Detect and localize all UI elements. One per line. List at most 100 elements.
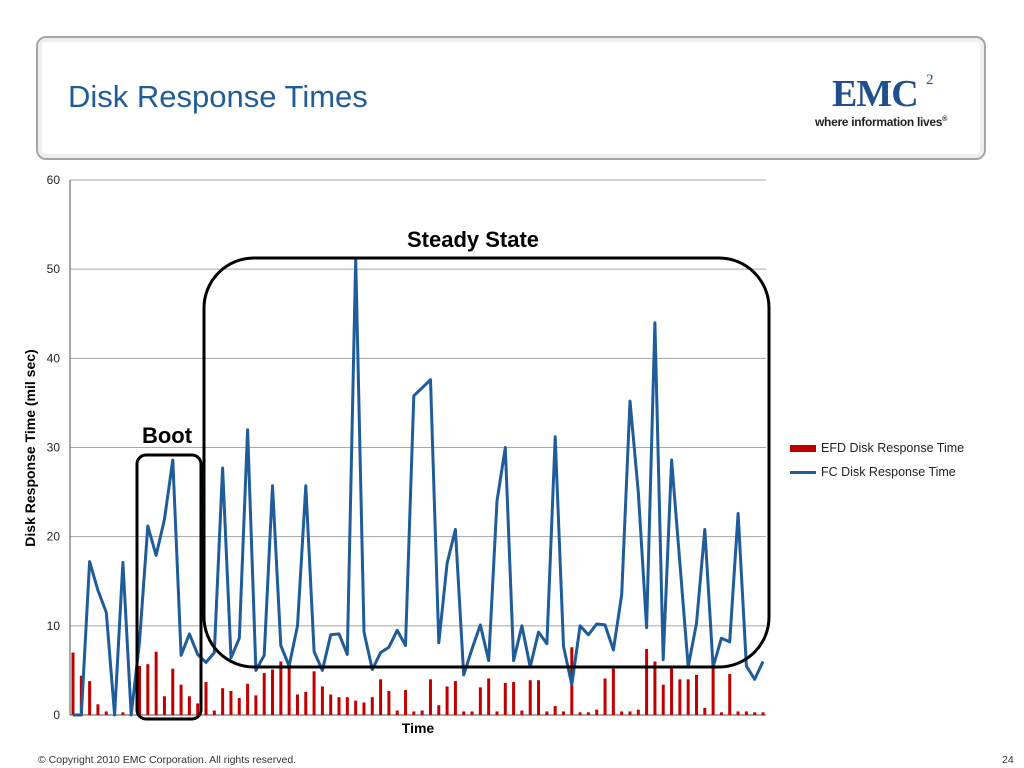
efd-bar [512, 682, 516, 715]
y-tick-label: 60 [47, 173, 61, 187]
page-number: 24 [1002, 754, 1014, 766]
fc-series-line [73, 257, 765, 717]
efd-bar [586, 712, 590, 715]
efd-bar [295, 694, 299, 715]
header-panel [36, 36, 986, 160]
efd-bar [487, 678, 491, 715]
efd-bar [686, 679, 690, 715]
efd-bar [279, 661, 283, 715]
efd-bar [354, 700, 358, 715]
efd-bar [179, 684, 183, 715]
efd-bar [603, 678, 607, 715]
y-tick-label: 40 [47, 351, 61, 365]
efd-bar [545, 711, 549, 715]
efd-bar [719, 712, 723, 715]
efd-bar [387, 690, 391, 715]
efd-bar [379, 679, 383, 715]
efd-bar [636, 709, 640, 715]
efd-bar [753, 712, 757, 715]
efd-bar [462, 711, 466, 715]
legend-label-fc: FC Disk Response Time [821, 465, 956, 479]
efd-bar [71, 652, 75, 715]
efd-bar [653, 661, 657, 715]
slide-title: Disk Response Times [68, 79, 368, 114]
efd-bar [395, 710, 399, 715]
efd-bar [503, 682, 507, 715]
efd-bar [670, 665, 674, 715]
efd-bar [412, 711, 416, 715]
efd-bar [162, 696, 166, 715]
legend-item-fc: FC Disk Response Time [790, 464, 956, 480]
efd-bar [196, 703, 200, 715]
efd-bar [262, 673, 266, 715]
efd-bar [744, 711, 748, 715]
efd-bar [694, 674, 698, 715]
efd-bar [611, 668, 615, 715]
efd-bar [736, 711, 740, 715]
efd-bar [728, 673, 732, 715]
efd-bar [537, 680, 541, 715]
efd-bar [229, 690, 233, 715]
efd-bar [404, 690, 408, 715]
efd-bar [337, 697, 341, 715]
efd-bar [254, 695, 258, 715]
efd-bar [204, 682, 208, 715]
legend-swatch-fc [790, 470, 816, 474]
efd-bar [221, 688, 225, 715]
efd-bar [470, 711, 474, 715]
efd-bar [561, 711, 565, 715]
logo-wordmark: EMC [832, 73, 919, 115]
efd-bar [88, 681, 92, 715]
efd-bar [703, 707, 707, 715]
efd-bar [761, 712, 765, 715]
efd-bar [595, 709, 599, 715]
efd-bar [329, 694, 333, 715]
footer-copyright: © Copyright 2010 EMC Corporation. All ri… [38, 754, 297, 766]
efd-bar [345, 697, 349, 715]
efd-bar [495, 711, 499, 715]
efd-bar [287, 666, 291, 715]
efd-bar [171, 668, 175, 715]
efd-bar [645, 649, 649, 715]
efd-bar [237, 698, 241, 715]
steady-state-annotation-box [202, 256, 771, 669]
efd-bar [104, 711, 108, 715]
efd-bar [187, 696, 191, 715]
efd-bar [320, 686, 324, 715]
y-tick-label: 50 [47, 262, 61, 276]
y-tick-label: 20 [47, 530, 61, 544]
efd-bar [453, 681, 457, 715]
efd-bar [312, 671, 316, 715]
logo-tagline-text: where information lives [815, 115, 943, 129]
efd-bar [528, 680, 532, 715]
y-tick-label: 10 [47, 619, 61, 633]
efd-bar [154, 651, 158, 715]
efd-bar [478, 687, 482, 715]
efd-bar [362, 702, 366, 715]
efd-bar [445, 686, 449, 715]
y-axis-title: Disk Response Time (mil sec) [22, 349, 38, 546]
efd-bar [370, 697, 374, 715]
emc-logo: EMC 2 where information lives® [800, 70, 960, 130]
logo-superscript: 2 [926, 72, 934, 88]
efd-bar [711, 666, 715, 715]
efd-bar [520, 710, 524, 715]
steady-state-annotation-label: Steady State [407, 227, 539, 252]
efd-bar [212, 710, 216, 715]
boot-annotation-label: Boot [142, 423, 193, 448]
efd-bar [553, 706, 557, 715]
legend-swatch-efd [790, 444, 816, 452]
efd-bar [121, 712, 125, 715]
boot-annotation-box [135, 453, 203, 721]
efd-bar [678, 679, 682, 715]
efd-bar [437, 705, 441, 715]
efd-bar [138, 665, 142, 715]
efd-bar [661, 684, 665, 715]
efd-bar [304, 691, 308, 715]
x-axis-title: Time [402, 720, 435, 736]
efd-bar [146, 664, 150, 715]
legend-label-efd: EFD Disk Response Time [821, 441, 965, 455]
efd-bar [96, 704, 100, 715]
efd-bar [271, 669, 275, 715]
